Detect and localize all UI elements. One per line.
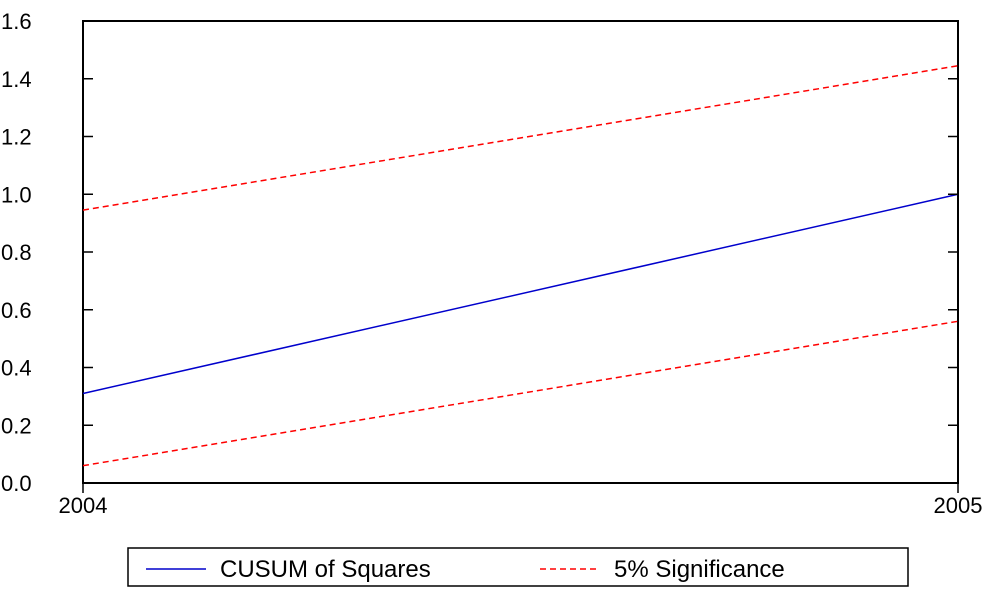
series-line-1	[82, 65, 959, 211]
series-line-2	[82, 320, 959, 467]
plot-frame	[82, 20, 959, 484]
y-tick-label: 0.2	[1, 413, 32, 438]
legend-label: CUSUM of Squares	[220, 556, 431, 583]
y-tick-label: 1.4	[1, 67, 32, 92]
y-tick-label: 0.8	[1, 240, 32, 265]
y-tick-label: 0.6	[1, 298, 32, 323]
legend-box	[127, 547, 909, 587]
y-tick-label: 0.4	[1, 356, 32, 381]
series-line-0	[82, 193, 959, 395]
y-tick-label: 1.2	[1, 125, 32, 150]
y-tick-label: 1.0	[1, 182, 32, 207]
y-axis: 0.0 0.2 0.4 0.6 0.8 1.0 1.2 1.4 1.6	[1, 9, 958, 496]
x-tick-label: 2004	[59, 493, 108, 518]
x-axis: 2004 2005	[59, 483, 983, 518]
y-tick-label: 1.6	[1, 9, 32, 34]
series-layer	[82, 65, 959, 467]
x-tick-label: 2005	[934, 493, 983, 518]
legend-label: 5% Significance	[614, 556, 785, 583]
y-tick-label: 0.0	[1, 471, 32, 496]
legend: CUSUM of Squares 5% Significance	[127, 547, 909, 587]
